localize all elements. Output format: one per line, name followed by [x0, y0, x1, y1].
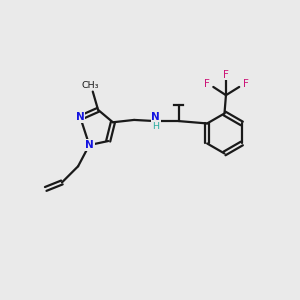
- Text: F: F: [205, 79, 210, 89]
- Text: N: N: [151, 112, 160, 122]
- Text: N: N: [85, 140, 94, 150]
- Text: CH₃: CH₃: [81, 81, 99, 90]
- Text: N: N: [76, 112, 85, 122]
- Text: F: F: [223, 70, 229, 80]
- Text: F: F: [243, 79, 249, 89]
- Text: H: H: [152, 122, 159, 131]
